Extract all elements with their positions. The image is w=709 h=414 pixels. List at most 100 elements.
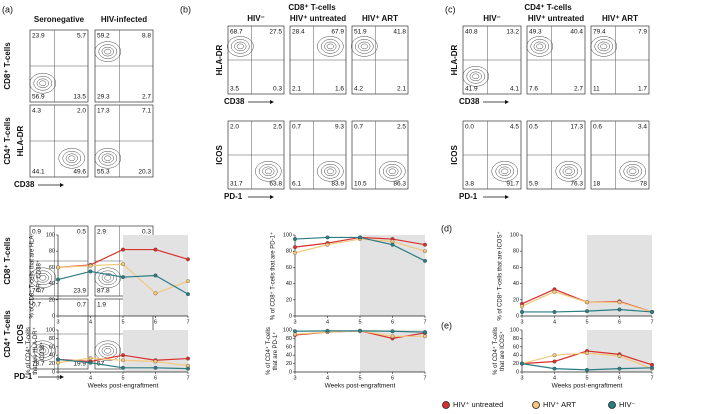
x-axis-label: Weeks post-engraftment: [88, 383, 159, 390]
contour: [619, 161, 647, 182]
y-axis-label: % of CD8⁺ T-cells that are ICOS⁺: [496, 230, 503, 321]
x-tick-label: 5: [121, 319, 124, 325]
contour: [36, 346, 49, 356]
quadrant-value: 4.2: [354, 86, 363, 93]
contour: [94, 267, 122, 289]
x-tick-label: 5: [585, 375, 588, 381]
data-point: [88, 263, 93, 268]
data-point: [585, 309, 589, 314]
y-tick-label: 80: [513, 336, 519, 342]
quadrant-value: 28.4: [292, 29, 305, 36]
column-header: HIV⁻: [247, 14, 265, 23]
contour: [626, 166, 639, 177]
column-header: HIV-infected: [101, 15, 147, 24]
shaded-region: [123, 330, 188, 372]
data-point: [520, 361, 524, 366]
data-point: [520, 310, 524, 314]
contour: [324, 166, 337, 177]
data-point: [390, 329, 395, 334]
quadrant-value: 2.1: [292, 86, 301, 93]
quadrant-value: 2.7: [574, 86, 583, 93]
quadrant-value: 4.5: [510, 124, 519, 131]
y-tick-label: 20: [513, 361, 519, 367]
contour: [255, 161, 282, 182]
y-tick-label: 60: [286, 344, 292, 350]
contour: [629, 168, 637, 175]
quadrant-value: 68.7: [230, 29, 243, 36]
arrow-head: [505, 100, 509, 104]
contour: [326, 43, 334, 50]
x-marker: CD38: [14, 180, 35, 189]
x-tick-label: 3: [520, 375, 523, 381]
panel-title: CD8⁺ T-cells: [288, 3, 336, 12]
contour: [62, 151, 82, 166]
legend-marker: [532, 401, 540, 409]
column-header: HIV⁺ untreated: [290, 14, 346, 23]
contour: [98, 151, 118, 166]
x-tick-label: 7: [650, 375, 653, 381]
y-marker: HLA-DR: [450, 44, 459, 75]
row-label: CD4⁺ T-cells: [3, 310, 12, 358]
y-tick-label: 80: [513, 249, 519, 255]
y-tick-label: 80: [286, 249, 292, 255]
data-point: [88, 269, 93, 274]
contour: [104, 348, 112, 354]
quadrant-value: 2.0: [77, 108, 86, 115]
panel-label: (c): [445, 4, 456, 14]
data-point: [293, 250, 297, 255]
quadrant-value: 19.9: [73, 361, 86, 368]
contour: [104, 275, 112, 281]
quadrant-value: 13.2: [506, 29, 519, 36]
x-tick-label: 7: [423, 375, 426, 381]
y-tick-label: 20: [286, 297, 292, 303]
contour: [58, 148, 86, 169]
quadrant-value: 31.7: [230, 181, 243, 188]
contour: [530, 39, 550, 54]
contour: [590, 36, 618, 57]
quadrant-value: 0.5: [77, 229, 86, 236]
quadrant-value: 20.3: [138, 169, 151, 176]
quadrant-value: 56.9: [32, 94, 45, 101]
y-tick-label: 60: [49, 344, 55, 350]
quadrant-value: 3.4: [638, 124, 647, 131]
data-point: [186, 356, 190, 361]
contour: [104, 48, 112, 55]
x-marker: CD38: [459, 97, 480, 106]
x-tick-label: 3: [293, 375, 296, 381]
contour: [351, 36, 378, 57]
y-tick-label: 60: [49, 265, 55, 271]
data-point: [121, 353, 125, 358]
contour: [234, 41, 247, 52]
quadrant-value: 7.6: [529, 86, 538, 93]
quadrant-value: 55.3: [97, 169, 110, 176]
data-point: [121, 358, 125, 363]
data-point: [88, 356, 93, 361]
contour: [317, 36, 344, 57]
quadrant-value: 49.6: [73, 169, 86, 176]
quadrant-value: 4.1: [510, 86, 519, 93]
contour: [320, 164, 340, 179]
quadrant-value: 23.9: [32, 33, 45, 40]
y-marker: ICOS: [16, 324, 25, 344]
arrow-head: [270, 100, 274, 104]
contour: [386, 166, 399, 177]
data-point: [121, 262, 125, 267]
x-axis-label: Weeks post-engraftment: [325, 383, 396, 390]
data-point: [617, 366, 622, 371]
data-point: [293, 329, 297, 334]
quadrant-value: 78.7: [32, 361, 45, 368]
panel-label: (a): [2, 4, 13, 14]
data-point: [186, 292, 190, 297]
quadrant-value: 2.5: [397, 124, 406, 131]
quadrant-value: 17.3: [97, 108, 110, 115]
x-tick-label: 3: [56, 319, 59, 325]
data-point: [585, 300, 589, 305]
data-point: [423, 258, 427, 263]
data-point: [585, 367, 589, 372]
data-point: [552, 289, 557, 294]
row-label: CD4⁺ T-cells: [3, 117, 12, 165]
quadrant-value: 1.9: [97, 302, 106, 309]
contour: [230, 39, 250, 54]
contour: [623, 164, 643, 179]
